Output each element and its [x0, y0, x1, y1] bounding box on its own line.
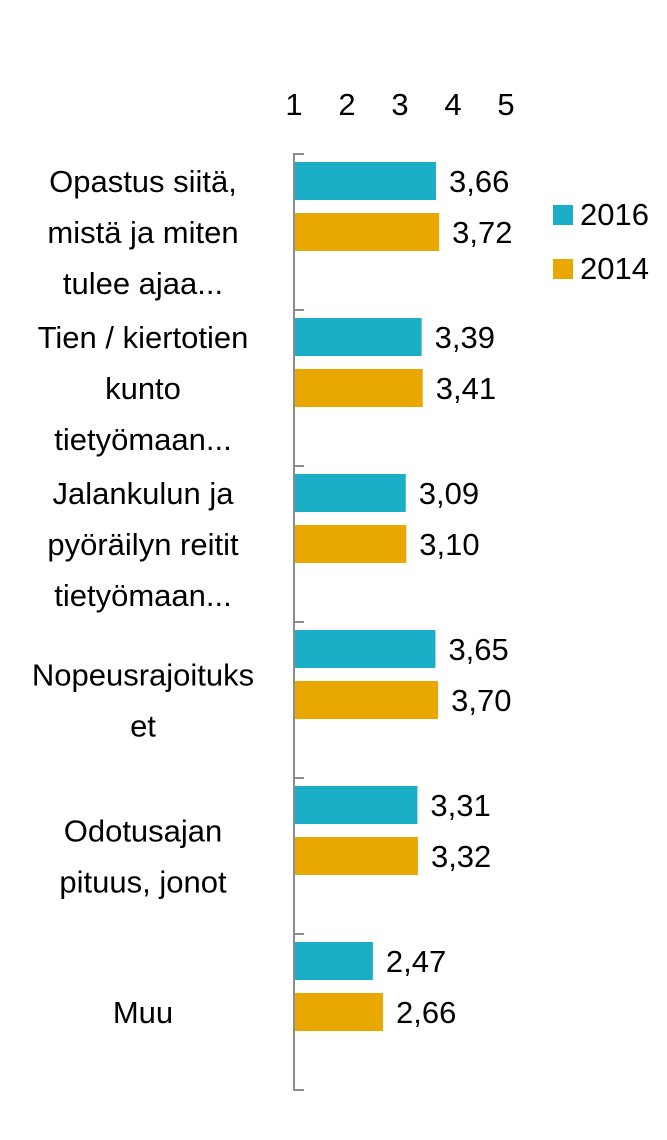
value-label: 3,32: [431, 839, 491, 874]
x-tick-label: 1: [285, 87, 302, 122]
category-label: Opastus siitä, mistä ja miten tulee ajaa..…: [47, 164, 238, 301]
axis-lines: [293, 153, 304, 1091]
legend-swatch-2016: [553, 205, 573, 225]
value-label: 3,65: [448, 632, 508, 667]
bar-2014: [295, 837, 418, 875]
legend: 2016 2014: [553, 197, 649, 286]
bars: [295, 162, 440, 1031]
value-label: 2,66: [396, 995, 456, 1030]
category-label: Odotusajan pituus, jonot: [59, 814, 227, 900]
legend-label: 2016: [580, 197, 649, 232]
category-label: Nopeusrajoituks et: [32, 658, 254, 744]
category-labels: Opastus siitä, mistä ja miten tulee ajaa..…: [32, 164, 254, 1030]
value-label: 3,39: [435, 320, 495, 355]
value-label: 3,70: [451, 683, 511, 718]
bar-2016: [295, 942, 373, 980]
value-label: 3,41: [436, 371, 496, 406]
bar-2014: [295, 681, 439, 719]
bar-2016: [295, 786, 418, 824]
category-label: Jalankulun ja pyöräilyn reitit tietyömaan.…: [47, 476, 239, 613]
x-axis-ticks: 1 2 3 4 5: [285, 87, 514, 122]
bar-2014: [295, 369, 423, 407]
bar-2016: [295, 162, 436, 200]
x-tick-label: 3: [391, 87, 408, 122]
bar-2016: [295, 474, 406, 512]
legend-label: 2014: [580, 251, 649, 286]
bar-2016: [295, 318, 422, 356]
bar-2014: [295, 213, 440, 251]
category-label: Tien / kiertotien kunto tietyömaan...: [38, 320, 249, 457]
x-tick-label: 2: [338, 87, 355, 122]
x-tick-label: 4: [444, 87, 461, 122]
value-label: 3,72: [452, 215, 512, 250]
bar-2014: [295, 993, 383, 1031]
legend-swatch-2014: [553, 259, 573, 279]
value-label: 3,10: [419, 527, 479, 562]
x-tick-label: 5: [497, 87, 514, 122]
bar-2014: [295, 525, 407, 563]
value-label: 2,47: [386, 944, 446, 979]
category-label: Muu: [113, 995, 173, 1030]
value-label: 3,09: [419, 476, 479, 511]
value-label: 3,31: [430, 788, 490, 823]
value-label: 3,66: [449, 164, 509, 199]
bar-2016: [295, 630, 436, 668]
value-labels: 3,66 3,39 3,09 3,65 3,31 2,47 3,72 3,41 3,10 3,70…: [386, 164, 513, 1030]
